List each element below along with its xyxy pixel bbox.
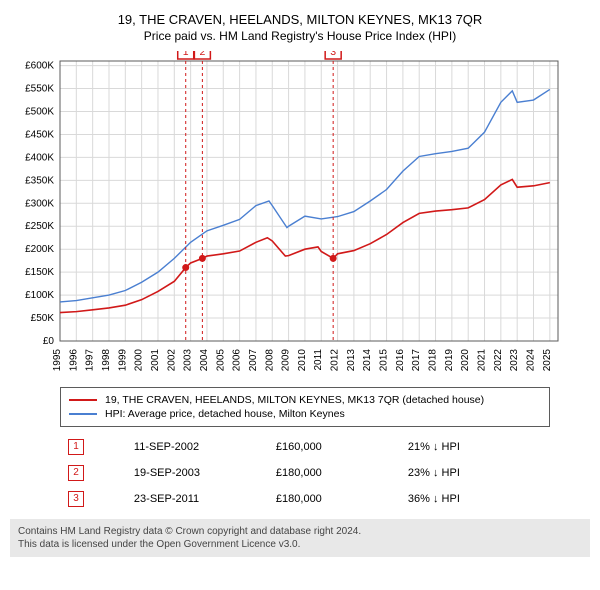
svg-text:2025: 2025 [542,349,553,372]
svg-text:£200K: £200K [25,244,54,255]
svg-text:2019: 2019 [444,349,455,372]
svg-text:£250K: £250K [25,221,54,232]
svg-text:2001: 2001 [150,349,161,372]
svg-text:2020: 2020 [460,349,471,372]
event-row: 2 19-SEP-2003£180,00023% ↓ HPI [62,461,548,485]
event-diff: 23% ↓ HPI [402,461,548,485]
svg-text:1999: 1999 [117,349,128,372]
event-price: £180,000 [270,487,400,511]
footer-line-1: Contains HM Land Registry data © Crown c… [18,525,582,538]
svg-text:2024: 2024 [526,349,537,372]
svg-text:2003: 2003 [183,349,194,372]
svg-text:2018: 2018 [428,349,439,372]
svg-text:2015: 2015 [379,349,390,372]
svg-text:2017: 2017 [411,349,422,372]
svg-text:1995: 1995 [52,349,63,372]
footer: Contains HM Land Registry data © Crown c… [10,519,590,557]
svg-text:1: 1 [183,51,189,58]
svg-text:1998: 1998 [101,349,112,372]
svg-text:2013: 2013 [346,349,357,372]
event-date: 23-SEP-2011 [128,487,268,511]
svg-text:2009: 2009 [281,349,292,372]
legend-row: 19, THE CRAVEN, HEELANDS, MILTON KEYNES,… [69,394,541,406]
svg-text:2005: 2005 [215,349,226,372]
chart-subtitle: Price paid vs. HM Land Registry's House … [10,29,590,43]
svg-text:2: 2 [199,51,205,58]
svg-text:2021: 2021 [477,349,488,372]
svg-text:2004: 2004 [199,349,210,372]
events-table: 1 11-SEP-2002£160,00021% ↓ HPI 2 19-SEP-200… [60,433,550,513]
legend: 19, THE CRAVEN, HEELANDS, MILTON KEYNES,… [60,387,550,427]
svg-text:2000: 2000 [134,349,145,372]
svg-text:£500K: £500K [25,106,54,117]
svg-text:1996: 1996 [68,349,79,372]
legend-row: HPI: Average price, detached house, Milt… [69,408,541,420]
chart-title: 19, THE CRAVEN, HEELANDS, MILTON KEYNES,… [10,12,590,27]
svg-text:2010: 2010 [297,349,308,372]
svg-text:£0: £0 [43,336,55,347]
event-marker: 3 [68,491,84,507]
event-diff: 36% ↓ HPI [402,487,548,511]
price-chart: £0 £50K £100K £150K £200K £250K £300K £350K £400… [10,51,570,381]
chart-container: £0 £50K £100K £150K £200K £250K £300K £350K £400… [10,51,590,381]
svg-text:£150K: £150K [25,267,54,278]
svg-text:£600K: £600K [25,61,54,72]
svg-text:2014: 2014 [362,349,373,372]
event-row: 3 23-SEP-2011£180,00036% ↓ HPI [62,487,548,511]
svg-text:£550K: £550K [25,84,54,95]
svg-text:2022: 2022 [493,349,504,372]
event-price: £160,000 [270,435,400,459]
svg-text:£350K: £350K [25,175,54,186]
footer-line-2: This data is licensed under the Open Gov… [18,538,582,551]
svg-text:2016: 2016 [395,349,406,372]
svg-text:1997: 1997 [85,349,96,372]
svg-text:£450K: £450K [25,129,54,140]
svg-text:2011: 2011 [313,349,324,371]
svg-text:£300K: £300K [25,198,54,209]
event-diff: 21% ↓ HPI [402,435,548,459]
event-date: 19-SEP-2003 [128,461,268,485]
event-marker: 2 [68,465,84,481]
legend-swatch [69,399,97,401]
legend-label: HPI: Average price, detached house, Milt… [105,408,345,420]
event-date: 11-SEP-2002 [128,435,268,459]
event-price: £180,000 [270,461,400,485]
event-marker: 1 [68,439,84,455]
svg-text:£100K: £100K [25,290,54,301]
svg-text:3: 3 [330,51,336,58]
event-row: 1 11-SEP-2002£160,00021% ↓ HPI [62,435,548,459]
svg-text:2002: 2002 [166,349,177,372]
svg-text:£50K: £50K [31,313,55,324]
legend-swatch [69,413,97,415]
svg-text:2023: 2023 [509,349,520,372]
legend-label: 19, THE CRAVEN, HEELANDS, MILTON KEYNES,… [105,394,484,406]
svg-text:2012: 2012 [330,349,341,372]
svg-text:2007: 2007 [248,349,259,372]
svg-text:£400K: £400K [25,152,54,163]
svg-text:2006: 2006 [232,349,243,372]
svg-text:2008: 2008 [264,349,275,372]
